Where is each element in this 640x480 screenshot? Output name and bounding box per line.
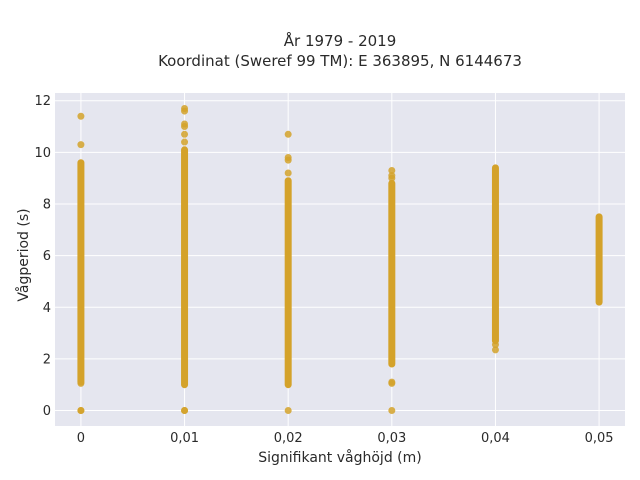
plot-area xyxy=(55,93,625,426)
data-point xyxy=(388,172,396,180)
y-tick-label: 4 xyxy=(43,301,51,316)
y-tick-label: 2 xyxy=(43,352,51,367)
data-point xyxy=(77,379,85,387)
data-point xyxy=(77,141,85,149)
y-axis-title: Vågperiod (s) xyxy=(15,208,32,301)
y-axis-ticks: 0 2 4 6 8 10 12 xyxy=(34,94,51,419)
x-axis-ticks: 0 0,01 0,02 0,03 0,04 0,05 xyxy=(77,431,614,446)
data-point xyxy=(181,104,189,112)
data-point xyxy=(388,378,396,386)
data-point xyxy=(491,341,499,349)
data-point-band xyxy=(181,146,189,389)
x-tick-label: 0,05 xyxy=(585,431,614,446)
data-point xyxy=(181,407,189,415)
data-point-band xyxy=(595,213,603,306)
x-axis-title: Signifikant våghöjd (m) xyxy=(258,449,421,466)
data-point xyxy=(491,346,499,354)
data-point xyxy=(181,130,189,138)
y-tick-label: 10 xyxy=(34,146,51,161)
data-point xyxy=(284,154,292,162)
y-tick-label: 6 xyxy=(43,249,51,264)
data-point-band xyxy=(77,159,85,386)
data-point xyxy=(77,112,85,120)
data-point xyxy=(284,169,292,177)
data-points xyxy=(77,104,603,415)
data-point xyxy=(388,166,396,174)
x-tick-label: 0,01 xyxy=(170,431,199,446)
y-tick-label: 12 xyxy=(34,94,51,109)
x-tick-label: 0,04 xyxy=(481,431,510,446)
y-tick-label: 0 xyxy=(43,404,51,419)
y-tick-label: 8 xyxy=(43,198,51,213)
x-tick-label: 0,02 xyxy=(274,431,303,446)
x-tick-label: 0 xyxy=(77,431,85,446)
data-point xyxy=(181,138,189,146)
chart-title-line-2: Koordinat (Sweref 99 TM): E 363895, N 61… xyxy=(158,52,522,70)
data-point xyxy=(388,407,396,415)
data-point xyxy=(284,407,292,415)
x-tick-label: 0,03 xyxy=(377,431,406,446)
data-point-band xyxy=(284,177,292,389)
chart-title-line-1: År 1979 - 2019 xyxy=(284,31,397,50)
data-point-band xyxy=(388,179,396,368)
data-point xyxy=(77,407,85,415)
data-point-band xyxy=(491,164,499,345)
data-point xyxy=(181,120,189,128)
data-point xyxy=(284,130,292,138)
